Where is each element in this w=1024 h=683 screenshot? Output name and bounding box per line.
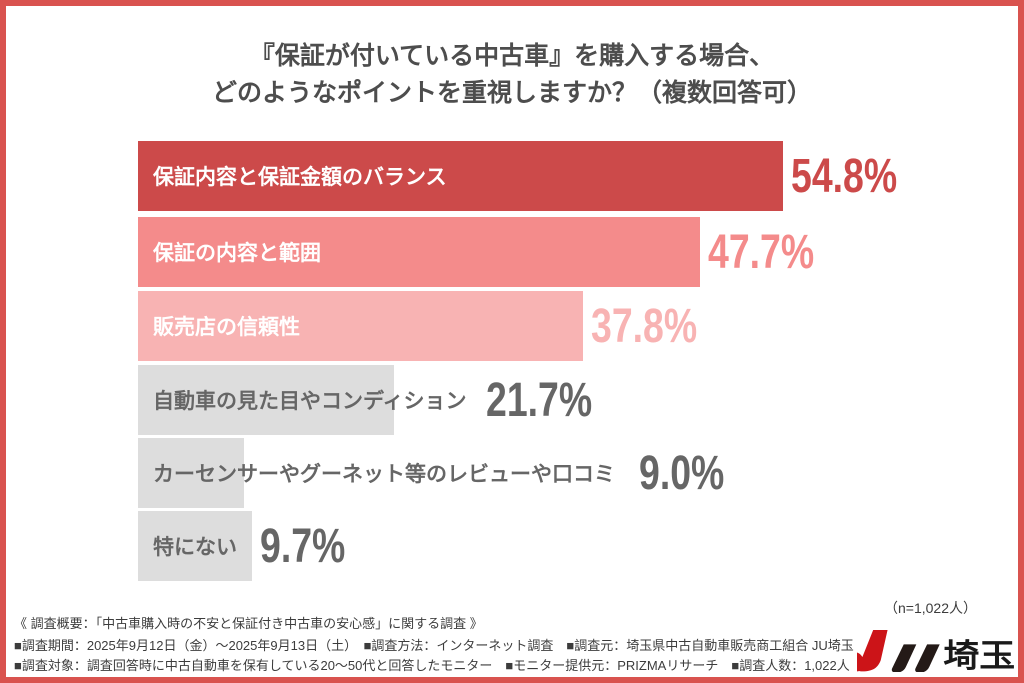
svg-text:埼玉: 埼玉: [943, 638, 1015, 672]
